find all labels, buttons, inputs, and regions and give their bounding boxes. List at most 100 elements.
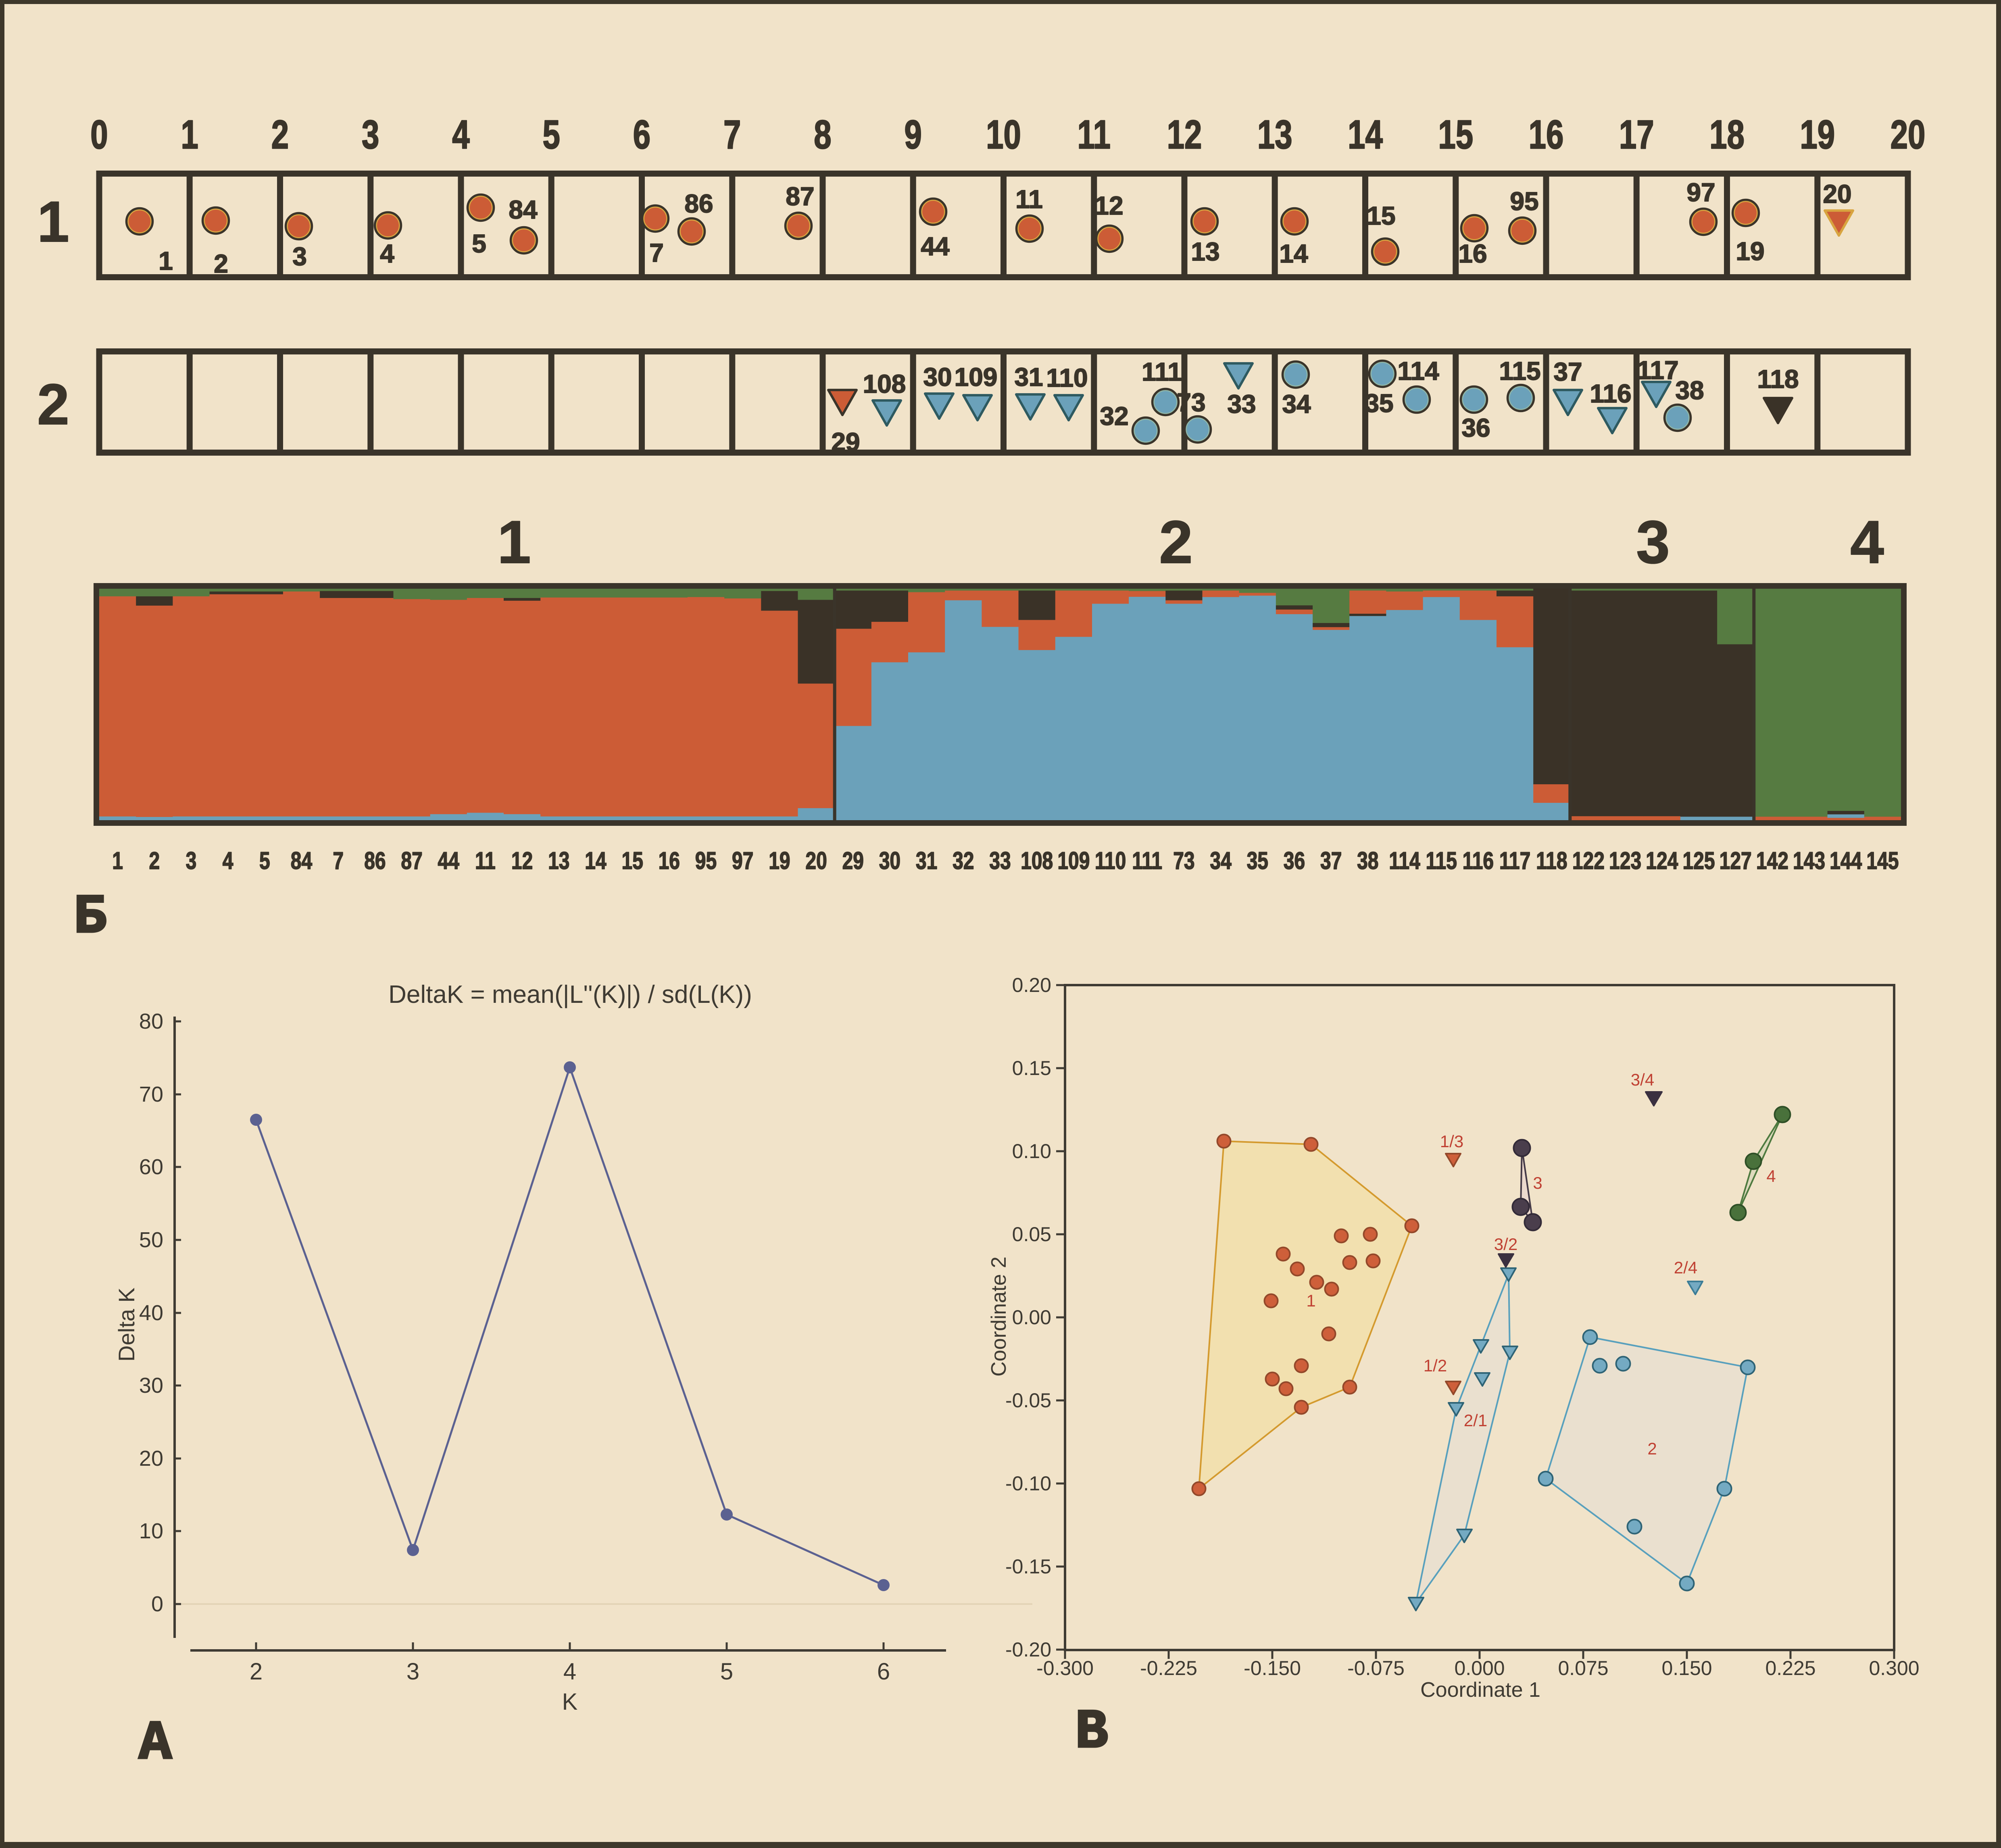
svg-text:4: 4 [563, 1658, 576, 1685]
svg-text:4: 4 [452, 113, 469, 158]
svg-text:1: 1 [1306, 1291, 1315, 1310]
svg-text:3: 3 [1636, 508, 1670, 576]
svg-text:-0.075: -0.075 [1347, 1657, 1405, 1679]
svg-text:5: 5 [720, 1658, 733, 1685]
svg-text:117: 117 [1637, 356, 1678, 385]
svg-text:-0.20: -0.20 [1005, 1638, 1051, 1661]
svg-text:44: 44 [921, 232, 950, 261]
svg-text:14: 14 [585, 847, 606, 874]
svg-text:20: 20 [1823, 179, 1851, 208]
svg-text:3: 3 [406, 1658, 419, 1685]
svg-text:114: 114 [1397, 356, 1439, 385]
svg-text:30: 30 [139, 1373, 163, 1398]
svg-text:144: 144 [1830, 847, 1862, 874]
svg-text:1: 1 [112, 847, 123, 874]
svg-text:А: А [139, 1713, 172, 1775]
svg-text:13: 13 [1191, 237, 1219, 266]
svg-text:115: 115 [1499, 356, 1540, 385]
svg-text:108: 108 [863, 369, 906, 398]
svg-text:35: 35 [1247, 847, 1268, 874]
svg-text:1: 1 [37, 190, 69, 254]
svg-text:11: 11 [1078, 113, 1111, 158]
svg-text:-0.05: -0.05 [1005, 1389, 1051, 1412]
svg-text:5: 5 [259, 847, 270, 874]
svg-text:115: 115 [1426, 847, 1457, 874]
svg-text:0.000: 0.000 [1454, 1657, 1505, 1679]
svg-text:38: 38 [1357, 847, 1378, 874]
svg-text:12: 12 [1094, 191, 1123, 220]
svg-text:-0.300: -0.300 [1036, 1657, 1094, 1679]
svg-text:31: 31 [916, 847, 937, 874]
svg-text:10: 10 [986, 113, 1021, 158]
svg-text:2: 2 [149, 847, 160, 874]
svg-text:36: 36 [1461, 413, 1490, 442]
svg-text:142: 142 [1756, 847, 1788, 874]
svg-text:125: 125 [1682, 847, 1715, 874]
svg-text:15: 15 [622, 847, 643, 874]
svg-text:111: 111 [1142, 357, 1182, 386]
svg-text:110: 110 [1046, 363, 1088, 392]
svg-text:116: 116 [1463, 847, 1494, 874]
svg-text:84: 84 [291, 847, 312, 874]
svg-text:20: 20 [1891, 113, 1926, 158]
svg-text:4: 4 [1766, 1167, 1776, 1185]
svg-text:19: 19 [769, 847, 790, 874]
svg-text:7: 7 [649, 238, 664, 267]
svg-text:0.300: 0.300 [1869, 1657, 1919, 1679]
svg-text:86: 86 [364, 847, 386, 874]
svg-text:3/2: 3/2 [1494, 1235, 1517, 1254]
svg-text:Coordinate 2: Coordinate 2 [987, 1256, 1011, 1377]
svg-text:0: 0 [90, 113, 108, 158]
svg-text:9: 9 [905, 113, 922, 158]
svg-text:1: 1 [497, 508, 531, 576]
svg-text:29: 29 [831, 427, 860, 456]
svg-text:0.150: 0.150 [1661, 1657, 1712, 1679]
svg-text:73: 73 [1177, 388, 1205, 417]
svg-text:2/4: 2/4 [1674, 1258, 1697, 1277]
svg-text:30: 30 [879, 847, 900, 874]
svg-text:114: 114 [1389, 847, 1420, 874]
svg-text:122: 122 [1572, 847, 1605, 874]
svg-text:38: 38 [1675, 376, 1704, 405]
svg-text:37: 37 [1553, 357, 1582, 386]
svg-text:109: 109 [955, 363, 998, 392]
svg-text:33: 33 [1227, 390, 1256, 419]
svg-text:5: 5 [472, 229, 486, 258]
svg-text:1/3: 1/3 [1440, 1132, 1463, 1151]
svg-text:1: 1 [158, 246, 173, 275]
svg-text:5: 5 [543, 113, 560, 158]
svg-text:2: 2 [37, 373, 69, 437]
svg-text:7: 7 [333, 847, 344, 874]
svg-text:116: 116 [1590, 379, 1631, 408]
svg-text:108: 108 [1021, 847, 1053, 874]
svg-text:127: 127 [1720, 847, 1752, 874]
svg-text:4: 4 [1850, 508, 1884, 576]
svg-text:-0.10: -0.10 [1005, 1472, 1051, 1495]
svg-text:86: 86 [684, 189, 713, 218]
svg-text:124: 124 [1646, 847, 1678, 874]
svg-text:3: 3 [1533, 1173, 1542, 1192]
svg-text:44: 44 [438, 847, 459, 874]
svg-text:16: 16 [1458, 239, 1487, 268]
svg-text:Delta K: Delta K [114, 1288, 139, 1362]
svg-text:34: 34 [1210, 847, 1231, 874]
svg-text:143: 143 [1793, 847, 1825, 874]
svg-text:15: 15 [1367, 201, 1395, 230]
svg-text:1/2: 1/2 [1424, 1356, 1447, 1375]
svg-text:19: 19 [1736, 237, 1764, 266]
svg-text:В: В [1075, 1701, 1108, 1763]
svg-text:60: 60 [139, 1155, 163, 1179]
svg-text:84: 84 [509, 195, 538, 224]
svg-text:0.15: 0.15 [1012, 1057, 1051, 1079]
svg-text:19: 19 [1800, 113, 1835, 158]
svg-text:32: 32 [1100, 402, 1128, 431]
svg-text:0.05: 0.05 [1012, 1223, 1051, 1246]
svg-text:80: 80 [139, 1009, 163, 1033]
svg-text:14: 14 [1348, 113, 1383, 158]
svg-text:10: 10 [139, 1519, 163, 1543]
svg-text:117: 117 [1499, 847, 1530, 874]
svg-text:0.20: 0.20 [1012, 974, 1051, 996]
svg-text:118: 118 [1757, 365, 1799, 394]
svg-text:33: 33 [989, 847, 1011, 874]
svg-text:8: 8 [814, 113, 831, 158]
